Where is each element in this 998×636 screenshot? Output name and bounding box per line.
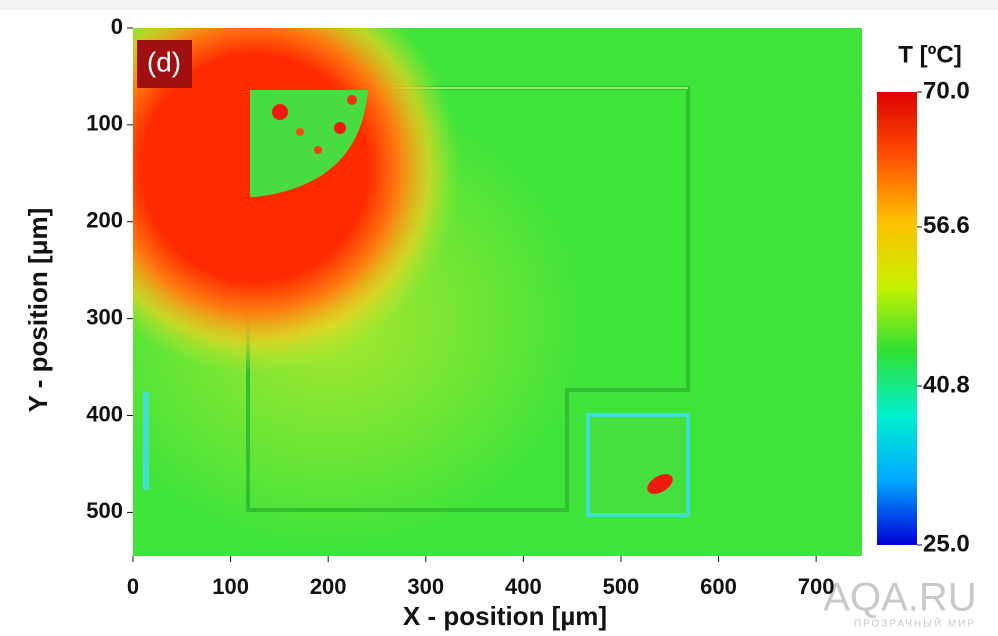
y-tick-label: 300 — [86, 304, 123, 329]
x-tick-label: 600 — [700, 574, 737, 599]
colorbar-tick-label: 25.0 — [923, 530, 970, 557]
y-tick-label: 400 — [86, 401, 123, 426]
colorbar-title: T [ºC] — [898, 41, 961, 68]
heatmap-image — [133, 28, 862, 556]
x-tick-label: 100 — [212, 574, 249, 599]
y-tick-label: 0 — [111, 14, 123, 39]
x-tick-label: 200 — [310, 574, 347, 599]
x-tick-label: 700 — [798, 574, 835, 599]
x-tick-label: 400 — [505, 574, 542, 599]
panel-label: (d) — [147, 46, 181, 77]
x-tick-label: 0 — [127, 574, 139, 599]
y-axis-label: Y - position [μm] — [23, 208, 53, 413]
colorbar-tick-label: 40.8 — [923, 371, 970, 398]
colorbar-tick-label: 70.0 — [923, 77, 970, 104]
watermark-subtext: ПРОЗРАЧНЫЙ МИР — [854, 617, 976, 630]
x-tick-label: 300 — [407, 574, 444, 599]
x-tick-label: 500 — [603, 574, 640, 599]
colorbar — [877, 92, 917, 545]
y-tick-label: 100 — [86, 111, 123, 136]
x-axis-label: X - position [µm] — [403, 601, 607, 631]
top-strip — [0, 0, 998, 10]
y-tick-label: 500 — [86, 498, 123, 523]
colorbar-tick-label: 56.6 — [923, 212, 970, 239]
watermark: AQA.RU — [823, 576, 976, 620]
y-tick-label: 200 — [86, 208, 123, 233]
